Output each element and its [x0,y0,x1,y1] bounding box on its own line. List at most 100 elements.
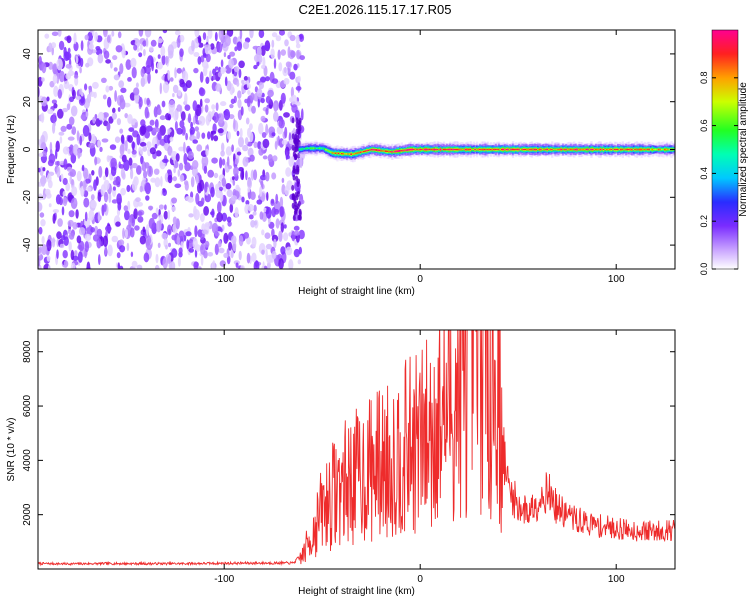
spectrogram-noise-cell [59,243,65,249]
spectrogram-noise-cell [142,145,148,152]
spectrogram-noise-cell [67,229,72,234]
spectrogram-noise-cell [228,241,233,251]
spectrogram-noise-cell [158,42,163,49]
spectrogram-signal-cell [656,148,659,151]
spectrogram-noise-cell [82,167,89,179]
spectrogram-noise-cell [204,98,210,104]
spectrogram-noise-cell [102,94,107,100]
spectrogram-noise-cell [139,148,144,155]
spectrogram-noise-cell [178,230,185,239]
spectrogram-noise-cell [79,67,82,74]
spectrogram-panel: -100 0 100 -40 -20 0 20 40 Height of straight l… [6,29,676,297]
spectrogram-noise-cell [234,207,239,219]
spectrogram-noise-cell [296,181,300,188]
spectrogram-signal-cell [381,150,385,152]
spectrogram-noise-cell [240,106,244,116]
spectrogram-signal-cell [344,153,347,155]
spectrogram-signal-cell [615,148,618,151]
spectrogram-noise-cell [194,225,198,238]
spectrogram-noise-cell [120,187,126,196]
spectrogram-signal-cell [334,152,337,154]
spectrogram-signal-cell [356,152,359,154]
spectrogram-noise-cell [56,58,63,71]
spectrogram-noise-cell [291,117,295,124]
spectrogram-signal-cell [414,148,417,151]
spectrogram-noise-cell [96,238,102,249]
spectrogram-noise-cell [136,165,142,175]
spectrogram-noise-cell [71,126,77,135]
spectrogram-noise-cell [172,176,177,182]
spectrogram-noise-cell [207,131,211,140]
spectrogram-signal-cell [557,148,560,151]
spectrogram-signal-cell [631,148,634,151]
spectrogram-noise-cell [210,130,217,135]
spectrogram-signal-cell [532,148,535,151]
spectrogram-signal-cell [494,148,497,151]
spectrogram-signal-cell [635,148,639,151]
spectrogram-signal-cell [424,148,427,151]
spectrogram-noise-cell [63,80,70,90]
spectrogram-signal-cell [400,150,403,152]
spectrogram-noise-cell [207,111,213,121]
spectrogram-noise-cell [162,188,168,196]
spectrogram-signal-cell [521,148,524,151]
y-tick-label: -40 [22,237,33,252]
spectrogram-noise-cell [127,135,133,143]
spectrogram-noise-cell [150,177,157,183]
spectrogram-signal-cell [515,148,518,151]
spectrogram-signal-cell [479,148,482,151]
spectrogram-noise-cell [223,252,229,259]
spectrogram-signal-cell [544,148,548,151]
spectrogram-noise-cell [199,87,204,95]
spectrogram-noise-cell [253,260,260,269]
spectrogram-noise-cell [163,134,169,144]
spectrogram-noise-cell [76,130,80,142]
spectrogram-noise-cell [174,183,182,189]
spectrogram-signal-cell [469,148,472,151]
spectrogram-noise-cell [62,177,68,186]
spectrogram-noise-cell [194,126,199,132]
spectrogram-noise-cell [92,81,99,89]
spectrogram-noise-cell [51,99,58,105]
spectrogram-noise-cell [204,193,212,203]
spectrogram-noise-cell [124,210,130,221]
spectrogram-signal-cell [464,148,468,151]
x-tick-label: 100 [608,274,625,285]
spectrogram-signal-cell [651,148,654,151]
spectrogram-noise-cell [128,157,133,166]
spectrogram-signal-cell [665,148,668,151]
snr-x-axis-label: Height of straight line (km) [298,586,415,597]
spectrogram-noise-cell [172,216,177,225]
spectrogram-noise-cell [260,174,267,181]
spectrogram-noise-cell [150,39,157,47]
spectrogram-noise-cell [185,80,192,89]
spectrogram-noise-cell [230,250,234,259]
spectrogram-noise-cell [266,191,269,201]
spectrogram-noise-cell [274,140,278,150]
spectrogram-noise-cell [220,59,224,68]
spectrogram-signal-cell [664,148,667,151]
spectrogram-noise-cell [169,100,175,106]
spectrogram-noise-cell [131,67,137,79]
spectrogram-noise-cell [193,67,199,74]
spectrogram-noise-cell [272,155,278,162]
spectrogram-noise-cell [66,35,72,44]
colorbar-gradient [711,29,739,270]
spectrogram-noise-cell [131,260,138,268]
spectrogram-noise-cell [250,92,255,101]
spectrogram-noise-cell [117,31,122,39]
spectrogram-noise-cell [242,156,249,167]
spectrogram-signal-cell [422,148,425,151]
spectrogram-signal-cell [501,148,504,151]
spectrogram-noise-cell [89,30,93,33]
spectrogram-noise-cell [45,191,51,196]
spectrogram-noise-cell [258,82,264,90]
spectrogram-noise-cell [297,214,301,221]
spectrogram-noise-cell [58,131,65,136]
spectrogram-noise-cell [197,35,202,44]
spectrogram-noise-cell [97,211,101,223]
spectrogram-noise-cell [141,161,147,172]
spectrogram-noise-cell [156,61,163,70]
spectrogram-noise-cell [295,122,299,129]
spectrogram-signal-cell [394,150,397,153]
